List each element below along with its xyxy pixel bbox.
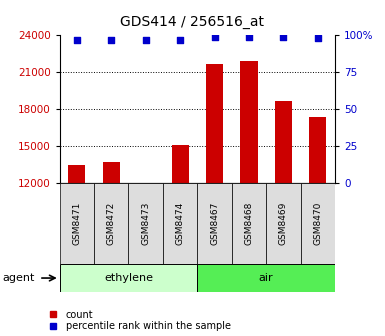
- Bar: [197, 264, 335, 292]
- Text: GSM8472: GSM8472: [107, 202, 116, 245]
- Bar: [197, 183, 232, 264]
- Legend: count, percentile rank within the sample: count, percentile rank within the sample: [44, 310, 231, 331]
- Bar: [60, 264, 197, 292]
- Bar: [94, 183, 129, 264]
- Point: [108, 37, 114, 42]
- Bar: [129, 183, 163, 264]
- Point: [211, 34, 218, 39]
- Bar: [206, 64, 223, 183]
- Bar: [68, 165, 85, 183]
- Text: GDS414 / 256516_at: GDS414 / 256516_at: [121, 15, 264, 29]
- Bar: [163, 183, 197, 264]
- Text: GSM8467: GSM8467: [210, 202, 219, 245]
- Bar: [171, 145, 189, 183]
- Bar: [266, 183, 301, 264]
- Text: GSM8474: GSM8474: [176, 202, 185, 245]
- Point: [246, 34, 252, 39]
- Bar: [103, 162, 120, 183]
- Bar: [137, 182, 154, 183]
- Text: ethylene: ethylene: [104, 273, 153, 283]
- Bar: [309, 117, 326, 183]
- Point: [74, 37, 80, 42]
- Bar: [60, 183, 94, 264]
- Text: agent: agent: [2, 273, 34, 283]
- Text: air: air: [259, 273, 273, 283]
- Text: GSM8468: GSM8468: [244, 202, 253, 245]
- Text: GSM8473: GSM8473: [141, 202, 150, 245]
- Bar: [240, 61, 258, 183]
- Bar: [232, 183, 266, 264]
- Text: GSM8471: GSM8471: [72, 202, 81, 245]
- Bar: [301, 183, 335, 264]
- Point: [280, 34, 286, 39]
- Text: GSM8470: GSM8470: [313, 202, 322, 245]
- Text: GSM8469: GSM8469: [279, 202, 288, 245]
- Point: [315, 36, 321, 41]
- Bar: [275, 100, 292, 183]
- Point: [142, 37, 149, 42]
- Point: [177, 37, 183, 42]
